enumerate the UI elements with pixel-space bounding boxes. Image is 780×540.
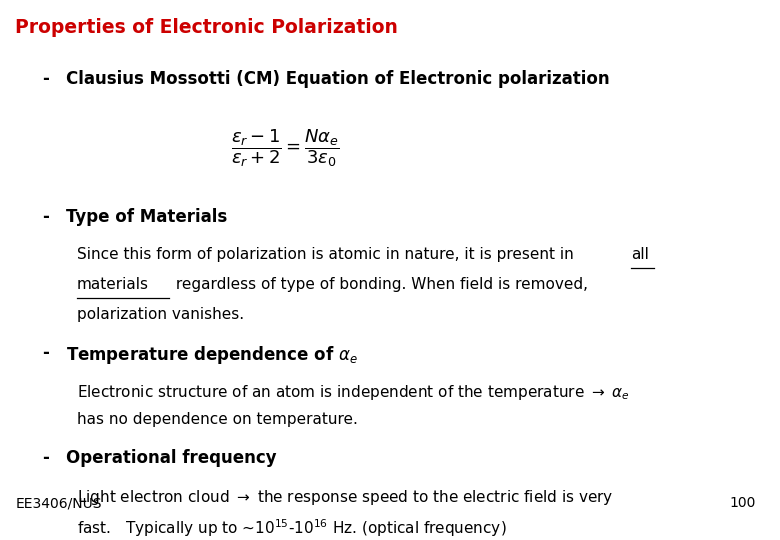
Text: 100: 100	[729, 496, 756, 510]
Text: EE3406/NUS: EE3406/NUS	[16, 496, 102, 510]
Text: Light electron cloud $\rightarrow$ the response speed to the electric field is v: Light electron cloud $\rightarrow$ the r…	[77, 488, 614, 507]
Text: Properties of Electronic Polarization: Properties of Electronic Polarization	[16, 18, 399, 37]
Text: polarization vanishes.: polarization vanishes.	[77, 307, 244, 322]
Text: $\dfrac{\varepsilon_r - 1}{\varepsilon_r + 2} = \dfrac{N\alpha_e}{3\varepsilon_0: $\dfrac{\varepsilon_r - 1}{\varepsilon_r…	[232, 127, 340, 169]
Text: has no dependence on temperature.: has no dependence on temperature.	[77, 413, 358, 428]
Text: Electronic structure of an atom is independent of the temperature $\rightarrow$ : Electronic structure of an atom is indep…	[77, 383, 630, 402]
Text: Operational frequency: Operational frequency	[66, 449, 276, 467]
Text: Type of Materials: Type of Materials	[66, 208, 227, 226]
Text: regardless of type of bonding. When field is removed,: regardless of type of bonding. When fiel…	[171, 277, 588, 292]
Text: materials: materials	[77, 277, 149, 292]
Text: -: -	[42, 449, 49, 467]
Text: all: all	[631, 247, 649, 262]
Text: fast.   Typically up to ~10$^{15}$-10$^{16}$ Hz. (optical frequency): fast. Typically up to ~10$^{15}$-10$^{16…	[77, 518, 507, 539]
Text: Since this form of polarization is atomic in nature, it is present in: Since this form of polarization is atomi…	[77, 247, 579, 262]
Text: Clausius Mossotti (CM) Equation of Electronic polarization: Clausius Mossotti (CM) Equation of Elect…	[66, 70, 609, 89]
Text: -: -	[42, 208, 49, 226]
Text: -: -	[42, 344, 49, 362]
Text: -: -	[42, 70, 49, 89]
Text: Temperature dependence of $\alpha_e$: Temperature dependence of $\alpha_e$	[66, 344, 357, 366]
